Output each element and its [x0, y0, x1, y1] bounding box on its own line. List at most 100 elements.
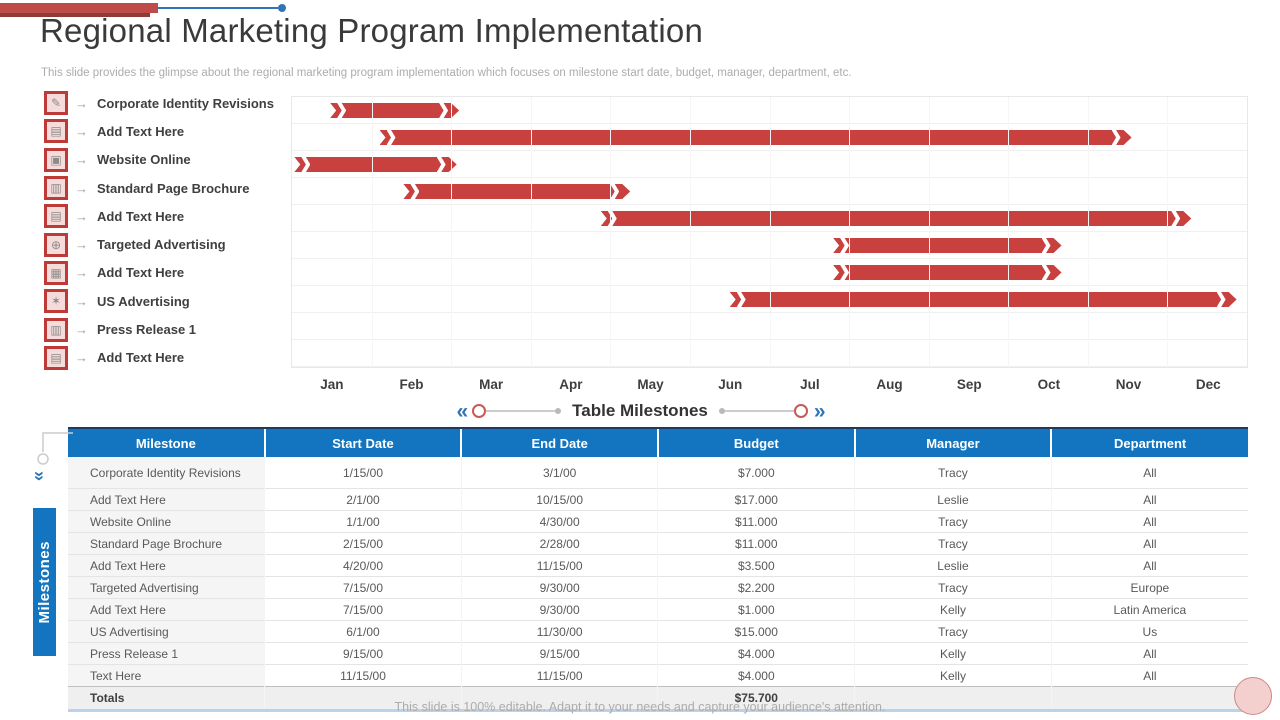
totals-label: Totals	[68, 686, 265, 711]
task-list-item: ✎ → Corporate Identity Revisions	[40, 89, 291, 117]
table-cell: 11/15/00	[460, 554, 658, 577]
month-tick-label: Jun	[718, 377, 743, 393]
table-cell: Kelly	[854, 642, 1052, 665]
task-label: Standard Page Brochure	[97, 180, 250, 196]
table-cell: 7/15/00	[264, 576, 462, 599]
table-cell: Leslie	[854, 554, 1052, 577]
table-cell: Corporate Identity Revisions	[68, 457, 265, 489]
footer-note: This slide is 100% editable. Adapt it to…	[394, 700, 886, 714]
arrow-right-icon: →	[75, 208, 88, 224]
arrow-right-icon: →	[75, 265, 88, 281]
arrow-right-icon: →	[75, 322, 88, 338]
arrow-right-icon: →	[75, 350, 88, 366]
month-gridline	[769, 97, 771, 367]
month-tick-label: Oct	[1037, 377, 1061, 393]
table-cell: 9/30/00	[460, 598, 658, 621]
corner-circle-decoration	[1234, 677, 1272, 715]
page-title: Regional Marketing Program Implementatio…	[40, 12, 704, 49]
month-gridline	[1008, 97, 1010, 367]
table-row: Standard Page Brochure 2/15/00 2/28/00 $11.…	[68, 532, 1248, 555]
table-row: US Advertising 6/1/00 11/30/00 $15.000 Tracy…	[68, 620, 1248, 643]
task-list-item: ⊕ → Targeted Advertising	[40, 230, 291, 258]
column-header: Budget	[656, 427, 855, 457]
connector-left	[486, 408, 562, 414]
table-cell: $1.000	[657, 598, 855, 621]
table-cell: $17.000	[657, 488, 855, 511]
ring-right-icon	[793, 404, 808, 418]
month-tick-label: Feb	[399, 377, 424, 393]
table-cell: Latin America	[1050, 598, 1248, 621]
table-cell: Standard Page Brochure	[68, 532, 265, 555]
document-icon: ▤	[44, 204, 68, 229]
connector-right	[718, 408, 794, 414]
table-cell: Targeted Advertising	[68, 576, 265, 599]
table-cell: 1/15/00	[264, 457, 462, 489]
month-tick-label: Jul	[800, 377, 820, 393]
table-cell: 4/20/00	[264, 554, 462, 577]
table-row: Text Here 11/15/00 11/15/00 $4.000 Kelly All	[68, 664, 1248, 687]
table-cell: Text Here	[68, 664, 265, 687]
table-cell: 9/15/00	[460, 642, 658, 665]
table-header-row: Milestone Start Date End Date Budget Manager…	[68, 427, 1248, 457]
task-list-item: ▥ → Standard Page Brochure	[40, 174, 291, 202]
table-cell: Kelly	[854, 598, 1052, 621]
gantt-bar	[380, 130, 1132, 145]
table-cell: Add Text Here	[68, 488, 265, 511]
table-row: Website Online 1/1/00 4/30/00 $11.000 Tracy A…	[68, 510, 1248, 533]
column-header: Start Date	[263, 427, 462, 457]
table-cell: 11/15/00	[264, 664, 462, 687]
table-cell: Europe	[1050, 576, 1248, 599]
table-cell: 9/15/00	[264, 642, 462, 665]
top-accent-underline	[0, 13, 150, 17]
table-cell: Website Online	[68, 510, 265, 533]
side-tab-label: Milestones	[36, 540, 53, 624]
column-header: Department	[1050, 427, 1248, 457]
task-list-item: ▤ → Add Text Here	[40, 117, 291, 145]
month-tick-label: Dec	[1195, 377, 1221, 393]
table-cell: $15.000	[657, 620, 855, 643]
task-list-item: ▣ → Website Online	[40, 146, 291, 174]
month-tick-label: Apr	[559, 377, 583, 393]
task-label: Corporate Identity Revisions	[97, 95, 274, 111]
table-cell: 11/30/00	[460, 620, 658, 643]
chevrons-left-icon: «	[456, 399, 468, 423]
gantt-section: ✎ → Corporate Identity Revisions ▤ → Add Text…	[40, 91, 1248, 398]
task-label: Add Text Here	[97, 265, 185, 281]
tab-connector-line	[37, 432, 73, 465]
table-cell: All	[1050, 664, 1248, 687]
table-cell: $11.000	[657, 532, 855, 555]
table-cell: $4.000	[657, 642, 855, 665]
month-tick-label: Mar	[479, 377, 504, 393]
table-cell: $11.000	[657, 510, 855, 533]
gantt-bar	[730, 292, 1237, 307]
table-cell: Press Release 1	[68, 642, 265, 665]
table-cell: 9/30/00	[460, 576, 658, 599]
list-icon: ▦	[44, 260, 68, 285]
task-label: Add Text Here	[97, 208, 185, 224]
chevrons-right-icon: »	[813, 399, 826, 423]
arrow-right-icon: →	[75, 293, 88, 309]
table-cell: Leslie	[854, 488, 1052, 511]
chevrons-down-icon: «	[28, 472, 49, 482]
table-cell: Tracy	[854, 532, 1052, 555]
month-gridline	[849, 97, 851, 367]
arrow-right-icon: →	[75, 180, 88, 196]
month-tick-label: Jan	[320, 377, 344, 393]
totals-row: Totals $75.700	[68, 686, 1248, 711]
totals-budget: $75.700	[657, 686, 855, 711]
month-gridline	[451, 97, 453, 367]
task-label: Website Online	[97, 152, 191, 168]
table-body: Corporate Identity Revisions 1/15/00 3/1/0…	[68, 457, 1248, 711]
table-cell: 6/1/00	[264, 620, 462, 643]
megaphone-icon: ✶	[44, 289, 68, 314]
arrow-right-icon: →	[75, 95, 88, 111]
task-list-item: ▤ → Add Text Here	[40, 344, 291, 372]
table-cell	[264, 686, 462, 711]
table-cell: All	[1050, 488, 1248, 511]
task-list-item: ▤ → Add Text Here	[40, 202, 291, 230]
arrow-right-icon: →	[75, 237, 88, 253]
table-cell: Kelly	[854, 664, 1052, 687]
month-tick-label: Aug	[876, 377, 903, 393]
document-pencil-icon: ✎	[44, 91, 68, 116]
arrow-right-icon: →	[75, 123, 88, 139]
